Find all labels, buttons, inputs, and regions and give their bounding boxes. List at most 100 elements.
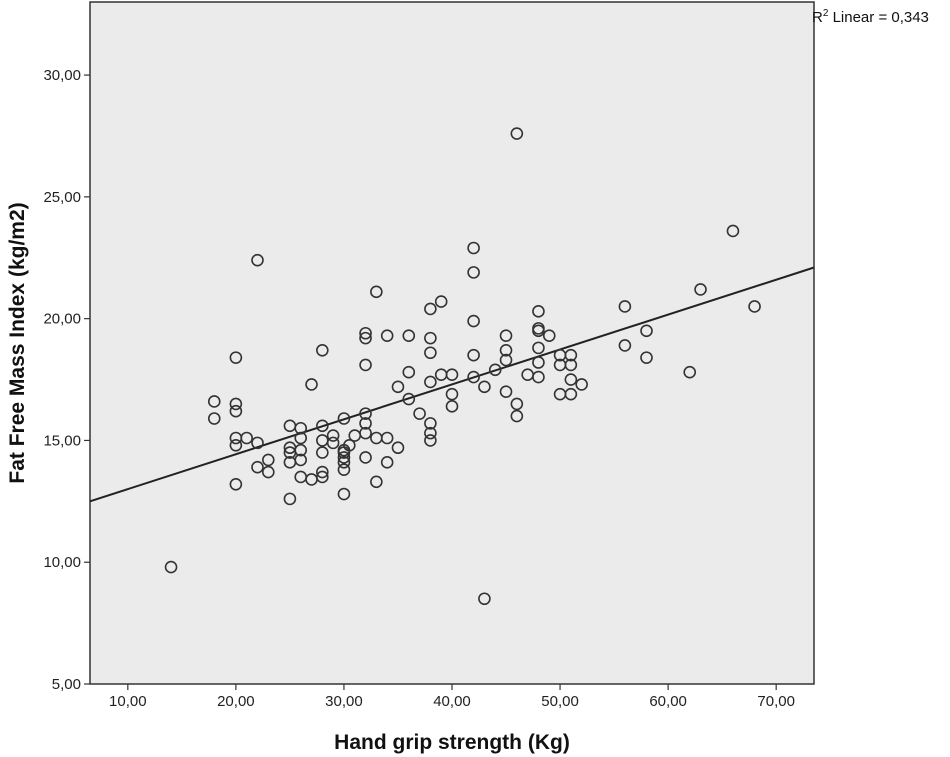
data-point	[380, 431, 394, 445]
x-axis-title: Hand grip strength (Kg)	[334, 731, 570, 754]
data-point	[424, 302, 437, 316]
data-point	[499, 329, 513, 342]
data-point	[370, 475, 383, 489]
r2-prefix: R	[812, 9, 823, 26]
y-tick-label: 30,00	[43, 67, 81, 84]
data-point	[510, 397, 524, 411]
data-point	[294, 453, 308, 467]
x-tick-label: 10,00	[109, 693, 147, 710]
data-point	[445, 400, 459, 413]
data-point	[316, 344, 329, 357]
data-point	[510, 127, 524, 140]
data-point	[618, 300, 632, 313]
data-point	[424, 417, 437, 430]
data-point	[499, 385, 513, 399]
data-point	[424, 346, 437, 360]
data-point	[240, 431, 253, 445]
r2-text: Linear = 0,343	[828, 9, 929, 26]
data-point	[510, 409, 524, 423]
data-point	[467, 241, 480, 255]
data-point	[413, 407, 426, 420]
data-point	[467, 266, 480, 279]
data-point	[326, 429, 340, 442]
data-point	[445, 368, 459, 381]
data-point	[251, 460, 264, 474]
data-point	[478, 380, 491, 394]
x-tick-label: 70,00	[757, 693, 795, 710]
data-point	[434, 295, 448, 308]
data-point	[532, 305, 545, 318]
data-point	[337, 463, 351, 476]
y-tick-label: 25,00	[43, 189, 81, 206]
data-point	[380, 456, 394, 469]
data-point	[467, 314, 480, 328]
data-point	[294, 443, 308, 457]
data-point	[391, 441, 405, 455]
plot-area	[89, 1, 815, 685]
data-point	[251, 253, 264, 267]
x-tick-label: 40,00	[433, 693, 471, 710]
data-point	[445, 387, 459, 401]
data-point	[424, 434, 437, 447]
data-point	[499, 344, 513, 357]
data-point	[683, 365, 697, 379]
data-point	[337, 456, 351, 469]
data-point	[564, 387, 578, 401]
data-point	[229, 477, 243, 491]
data-point	[532, 370, 545, 384]
data-point	[575, 378, 588, 391]
data-point	[402, 329, 416, 342]
data-point	[478, 592, 491, 606]
y-axis-ticks: 5,00 10,00 15,00 20,00 25,00 30,00	[43, 67, 90, 693]
data-point	[424, 375, 437, 389]
data-point	[640, 324, 653, 338]
data-point	[748, 300, 761, 313]
data-point	[380, 329, 394, 342]
data-point	[618, 339, 632, 352]
data-point	[316, 470, 329, 484]
data-point	[343, 438, 356, 452]
data-point	[488, 363, 502, 377]
data-point	[532, 356, 545, 369]
r2-superscript: 2	[823, 8, 829, 19]
data-point	[532, 324, 545, 338]
r2-annotation: R2 Linear = 0,343	[812, 8, 929, 26]
data-point	[564, 358, 578, 372]
data-point	[359, 451, 372, 464]
fit-line	[89, 266, 815, 503]
data-point	[261, 465, 275, 479]
data-point	[532, 341, 545, 355]
data-point	[261, 453, 275, 467]
data-point	[564, 373, 578, 386]
data-point	[467, 348, 480, 362]
data-point	[359, 326, 372, 340]
data-point	[164, 560, 178, 574]
data-point	[359, 331, 372, 345]
data-points	[164, 127, 761, 606]
data-point	[229, 404, 243, 418]
data-point	[229, 397, 243, 411]
data-point	[359, 417, 372, 430]
data-point	[229, 351, 243, 364]
data-point	[326, 436, 340, 450]
data-point	[337, 487, 351, 501]
data-point	[391, 380, 405, 394]
data-point	[726, 224, 740, 238]
data-point	[316, 465, 329, 479]
data-point	[207, 412, 221, 425]
data-point	[316, 419, 329, 433]
data-point	[207, 395, 221, 408]
data-point	[283, 492, 297, 506]
data-point	[467, 370, 480, 384]
x-tick-label: 20,00	[217, 693, 255, 710]
data-point	[294, 431, 308, 445]
x-tick-label: 30,00	[325, 693, 363, 710]
data-point	[402, 392, 416, 406]
x-tick-label: 60,00	[649, 693, 687, 710]
y-tick-label: 10,00	[43, 554, 81, 571]
data-point	[370, 285, 383, 299]
data-point	[305, 378, 318, 391]
data-point	[424, 426, 437, 440]
data-point	[564, 348, 578, 362]
